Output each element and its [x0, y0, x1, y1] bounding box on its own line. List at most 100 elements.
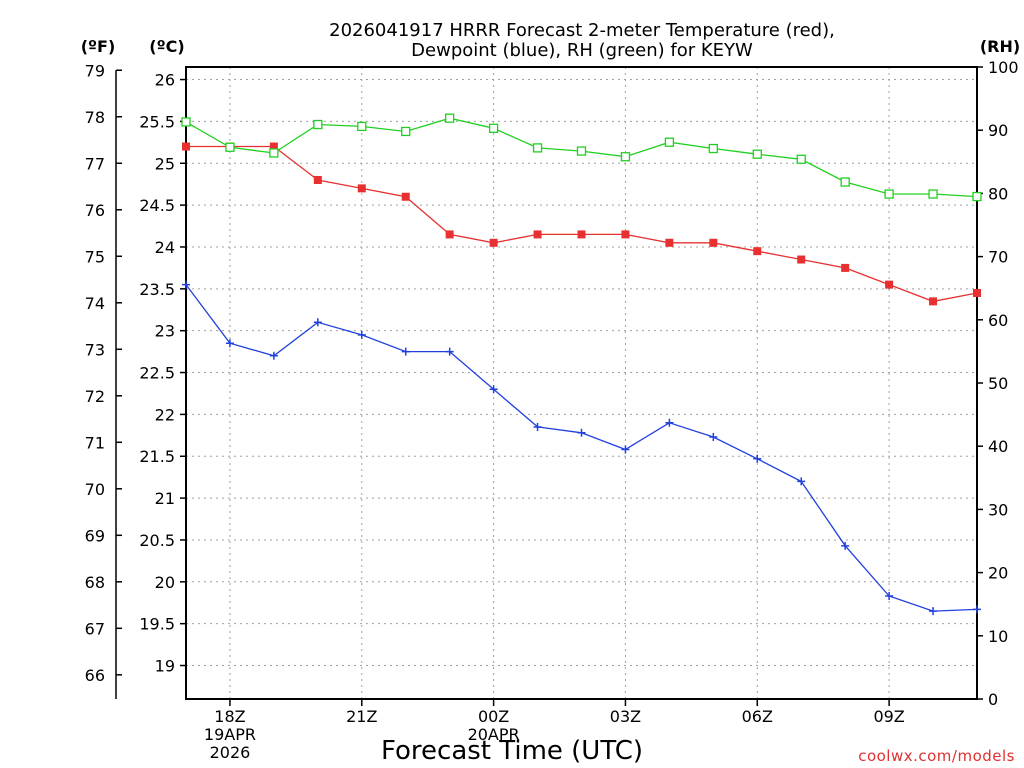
rh-point: [972, 191, 982, 202]
rh-point: [357, 121, 367, 132]
chart-title-line-1: 2026041917 HRRR Forecast 2-meter Tempera…: [329, 20, 835, 41]
temperature-point: [797, 255, 806, 264]
gridlines: [186, 67, 977, 699]
celsius-tick-label: 20.5: [139, 531, 175, 550]
dewpoint-point: [313, 318, 322, 327]
celsius-tick-label: 25.5: [139, 112, 175, 131]
x-axis-label: Forecast Time (UTC): [381, 736, 643, 766]
celsius-unit-label: (ºC): [149, 37, 184, 56]
dewpoint-point: [225, 339, 234, 348]
plot-frame: [185, 66, 978, 700]
chart-title: 2026041917 HRRR Forecast 2-meter Tempera…: [329, 20, 835, 61]
rh-unit-label: (RH): [980, 37, 1020, 56]
dewpoint-point: [885, 592, 894, 601]
series-layer: [181, 113, 982, 616]
dewpoint-series: [182, 280, 981, 616]
x-tick-label: 09Z: [873, 707, 904, 726]
fahrenheit-tick-label: 74: [85, 294, 105, 313]
fahrenheit-tick-label: 72: [85, 387, 105, 406]
temperature-line: [186, 145, 978, 303]
rh-point: [532, 143, 543, 153]
fahrenheit-tick-label: 73: [85, 340, 105, 359]
rh-point: [225, 142, 235, 152]
temperature-point: [709, 238, 718, 247]
rh-point: [796, 154, 806, 164]
temperature-point: [445, 230, 454, 239]
temperature-point: [665, 238, 674, 247]
temperature-point: [269, 142, 278, 151]
celsius-tick-label: 20: [155, 573, 175, 592]
rh-point: [752, 149, 762, 159]
rh-point: [708, 143, 718, 154]
temperature-point: [885, 280, 894, 289]
fahrenheit-tick-label: 71: [85, 433, 105, 452]
rh-point: [664, 137, 675, 147]
celsius-tick-label: 21: [155, 489, 175, 508]
celsius-tick-label: 26: [155, 71, 175, 90]
credit-text: coolwx.com/models: [858, 747, 1015, 765]
dewpoint-point: [489, 385, 498, 394]
rh-point: [884, 189, 894, 199]
fahrenheit-tick-label: 67: [85, 619, 105, 638]
rh-point: [181, 117, 191, 127]
fahrenheit-tick-label: 70: [85, 480, 105, 499]
rh-point: [269, 148, 279, 158]
fahrenheit-unit-label: (ºF): [81, 37, 116, 56]
x-tick-label: 21Z: [346, 707, 377, 726]
dewpoint-point: [753, 454, 762, 463]
dewpoint-line: [185, 284, 978, 612]
rh-tick-label: 50: [988, 374, 1008, 393]
celsius-tick-label: 22: [155, 405, 175, 424]
x-tick-label: 03Z: [610, 707, 641, 726]
celsius-tick-label: 24: [155, 238, 175, 257]
x-tick-label: 00Z: [478, 707, 509, 726]
rh-tick-label: 90: [988, 121, 1008, 140]
temperature-point: [489, 238, 498, 247]
temperature-point: [621, 230, 630, 239]
rh-point: [445, 113, 455, 123]
rh-point: [928, 189, 938, 199]
x-tick-label: 06Z: [742, 707, 773, 726]
temperature-point: [357, 184, 366, 193]
dewpoint-point: [621, 445, 630, 454]
rh-tick-label: 60: [988, 311, 1008, 330]
dewpoint-point: [841, 541, 850, 550]
rh-tick-label: 80: [988, 184, 1008, 203]
temperature-point: [929, 297, 938, 306]
fahrenheit-tick-label: 69: [85, 526, 105, 545]
rh-tick-label: 100: [988, 58, 1019, 77]
fahrenheit-tick-label: 78: [85, 108, 105, 127]
dewpoint-point: [533, 422, 542, 431]
dewpoint-point: [665, 418, 674, 427]
temperature-point: [973, 289, 981, 298]
dewpoint-point: [182, 280, 190, 289]
fahrenheit-tick-label: 76: [85, 201, 105, 220]
temperature-point: [577, 230, 586, 239]
chart-title-line-2: Dewpoint (blue), RH (green) for KEYW: [411, 40, 753, 61]
rh-point: [620, 152, 631, 162]
rh-tick-label: 10: [988, 627, 1008, 646]
dewpoint-point: [797, 477, 806, 486]
rh-point: [401, 126, 411, 137]
temperature-point: [841, 263, 850, 272]
dewpoint-point: [269, 351, 278, 360]
rh-point: [488, 123, 499, 133]
rh-tick-label: 70: [988, 248, 1008, 267]
fahrenheit-tick-label: 68: [85, 573, 105, 592]
rh-point: [313, 119, 323, 130]
dewpoint-point: [973, 605, 981, 614]
temperature-series: [182, 142, 981, 306]
temperature-point: [182, 142, 190, 151]
rh-tick-label: 0: [988, 690, 998, 709]
fahrenheit-tick-label: 66: [85, 666, 105, 685]
rh-line: [185, 117, 978, 198]
temperature-point: [401, 192, 410, 201]
dewpoint-point: [401, 347, 410, 356]
fahrenheit-tick-label: 75: [85, 247, 105, 266]
rh-tick-label: 20: [988, 564, 1008, 583]
dewpoint-point: [577, 428, 586, 437]
x-tick-label: 2026: [210, 743, 251, 762]
dewpoint-point: [929, 607, 938, 616]
